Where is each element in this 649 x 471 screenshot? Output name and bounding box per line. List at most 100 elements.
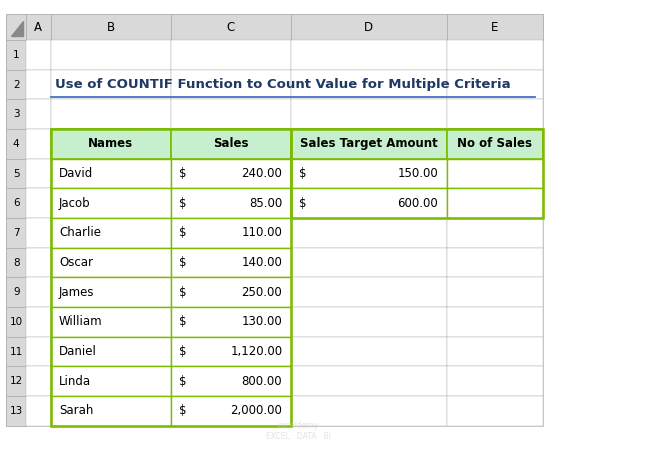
Bar [171,188,291,218]
Bar [6,40,26,70]
Text: C: C [227,21,235,33]
Text: 13: 13 [10,406,23,416]
Bar [6,99,26,129]
Text: 3: 3 [13,109,19,119]
Bar [291,307,447,337]
Bar [447,40,543,70]
Bar [51,159,171,188]
Text: $: $ [179,167,187,180]
Bar [51,188,171,218]
Text: $: $ [179,227,187,239]
Text: 2: 2 [13,80,19,89]
Text: No of Sales: No of Sales [457,138,532,150]
Text: 10: 10 [10,317,23,327]
Text: 800.00: 800.00 [241,375,282,388]
Text: 130.00: 130.00 [241,316,282,328]
Bar [26,70,51,99]
Bar [51,337,171,366]
Text: $: $ [179,197,187,210]
Text: $: $ [299,197,307,210]
Bar [171,366,291,396]
Text: E: E [491,21,498,33]
Bar [51,337,171,366]
Bar [6,70,26,99]
Bar [291,129,447,159]
Bar [26,366,51,396]
Text: exceldemy
EXCEL · DATA · BI: exceldemy EXCEL · DATA · BI [266,421,331,441]
Bar [6,337,26,366]
Bar [6,277,26,307]
Text: 240.00: 240.00 [241,167,282,180]
Bar [171,307,291,337]
Bar [51,14,171,40]
Text: $: $ [179,345,187,358]
Bar [51,40,171,70]
Bar [6,14,543,426]
Bar [171,248,291,277]
Text: D: D [364,21,373,33]
Bar [6,248,26,277]
Bar [6,396,26,426]
Bar [51,70,171,99]
Text: $: $ [179,256,187,269]
Bar [291,159,447,188]
Text: 9: 9 [13,287,19,297]
Bar [51,218,171,248]
Bar [51,366,171,396]
Bar [51,277,171,307]
Bar [171,337,291,366]
Text: 1,120.00: 1,120.00 [230,345,282,358]
Text: B: B [106,21,115,33]
Text: 12: 12 [10,376,23,386]
Text: $: $ [179,286,187,299]
Bar [6,307,26,337]
Bar [171,366,291,396]
Bar [171,396,291,426]
Text: A: A [34,21,42,33]
Bar [291,366,447,396]
Text: 85.00: 85.00 [249,197,282,210]
Text: Names: Names [88,138,133,150]
Text: Jacob: Jacob [59,197,91,210]
Text: Sales Target Amount: Sales Target Amount [300,138,437,150]
Bar [26,129,51,159]
Bar [291,14,447,40]
Bar [26,40,51,70]
Text: 600.00: 600.00 [397,197,438,210]
Bar [171,248,291,277]
Text: Use of COUNTIF Function to Count Value for Multiple Criteria: Use of COUNTIF Function to Count Value f… [55,78,510,91]
Bar [291,218,447,248]
Text: Sales: Sales [213,138,249,150]
Bar [291,248,447,277]
Bar [26,99,51,129]
Text: 1: 1 [13,50,19,60]
Bar [51,277,171,307]
Bar [6,366,26,396]
Bar [171,159,291,188]
Text: Sarah: Sarah [59,405,93,417]
Text: Charlie: Charlie [59,227,101,239]
Text: 140.00: 140.00 [241,256,282,269]
Bar [171,40,291,70]
Text: 6: 6 [13,198,19,208]
Bar [447,129,543,159]
Text: 7: 7 [13,228,19,238]
Text: Oscar: Oscar [59,256,93,269]
Text: 110.00: 110.00 [241,227,282,239]
Bar [26,159,51,188]
Bar [447,70,543,99]
Bar [51,129,171,159]
Bar [447,366,543,396]
Bar [26,396,51,426]
Bar [171,188,291,218]
Text: 11: 11 [10,347,23,357]
Bar [6,159,26,188]
Bar [26,188,51,218]
Bar [291,159,447,188]
Bar [26,337,51,366]
Bar [447,188,543,218]
Text: $: $ [179,316,187,328]
Bar [51,248,171,277]
Text: 4: 4 [13,139,19,149]
Polygon shape [12,21,23,36]
